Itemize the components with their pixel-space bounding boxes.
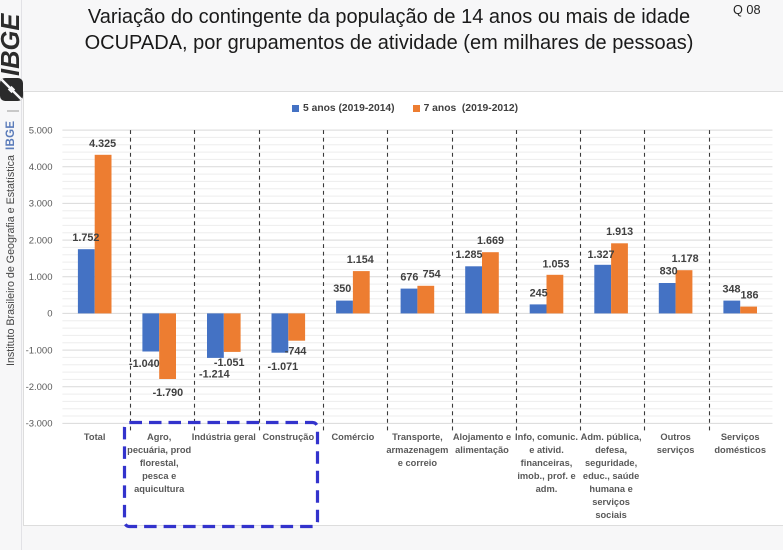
svg-text:-2.000: -2.000 bbox=[26, 382, 53, 393]
svg-text:florestal,: florestal, bbox=[140, 458, 179, 468]
svg-text:seguridade,: seguridade, bbox=[585, 458, 637, 468]
svg-text:imob., prof. e: imob., prof. e bbox=[517, 471, 575, 481]
svg-text:1.327: 1.327 bbox=[587, 249, 614, 261]
svg-text:educ., saúde: educ., saúde bbox=[583, 471, 639, 481]
svg-text:Outros: Outros bbox=[660, 432, 690, 442]
svg-text:-1.051: -1.051 bbox=[214, 357, 245, 369]
svg-text:sociais: sociais bbox=[595, 510, 627, 520]
svg-text:245: 245 bbox=[530, 288, 548, 300]
svg-text:Comércio: Comércio bbox=[331, 432, 374, 442]
svg-text:Indústria geral: Indústria geral bbox=[192, 432, 256, 442]
svg-text:serviços: serviços bbox=[592, 497, 630, 507]
svg-text:Agro,: Agro, bbox=[147, 432, 171, 442]
svg-text:alimentação: alimentação bbox=[455, 445, 509, 455]
svg-text:pecuária, prod: pecuária, prod bbox=[127, 445, 191, 455]
svg-text:-1.790: -1.790 bbox=[153, 387, 184, 399]
svg-text:1.913: 1.913 bbox=[606, 226, 633, 238]
svg-text:1.053: 1.053 bbox=[542, 258, 569, 270]
svg-text:Serviços: Serviços bbox=[721, 432, 760, 442]
svg-text:Info, comunic.: Info, comunic. bbox=[515, 432, 578, 442]
svg-text:pesca e: pesca e bbox=[142, 471, 176, 481]
svg-text:domésticos: domésticos bbox=[714, 445, 766, 455]
svg-text:1.154: 1.154 bbox=[347, 254, 374, 266]
svg-text:financeiras,: financeiras, bbox=[521, 458, 573, 468]
svg-text:350: 350 bbox=[333, 283, 351, 295]
svg-text:-1.000: -1.000 bbox=[26, 345, 53, 356]
svg-text:1.178: 1.178 bbox=[672, 253, 699, 265]
svg-text:Total: Total bbox=[84, 432, 106, 442]
svg-text:348: 348 bbox=[722, 284, 740, 296]
svg-text:4.000: 4.000 bbox=[29, 162, 53, 173]
svg-text:3.000: 3.000 bbox=[29, 199, 53, 210]
svg-text:Adm. pública,: Adm. pública, bbox=[581, 432, 642, 442]
svg-text:adm.: adm. bbox=[536, 484, 558, 494]
svg-text:-1.071: -1.071 bbox=[267, 361, 298, 373]
svg-text:aquicultura: aquicultura bbox=[134, 484, 185, 494]
svg-text:Transporte,: Transporte, bbox=[392, 432, 443, 442]
svg-text:defesa,: defesa, bbox=[595, 445, 627, 455]
svg-text:armazenagem: armazenagem bbox=[386, 445, 448, 455]
svg-text:4.325: 4.325 bbox=[89, 138, 116, 150]
svg-text:humana e: humana e bbox=[589, 484, 632, 494]
svg-text:0: 0 bbox=[47, 309, 52, 320]
svg-text:1.000: 1.000 bbox=[29, 272, 53, 283]
svg-text:830: 830 bbox=[660, 266, 678, 278]
svg-text:1.285: 1.285 bbox=[455, 249, 482, 261]
svg-text:5.000: 5.000 bbox=[29, 125, 53, 136]
svg-text:-3.000: -3.000 bbox=[26, 419, 53, 430]
svg-text:Alojamento e: Alojamento e bbox=[453, 432, 511, 442]
svg-text:serviços: serviços bbox=[657, 445, 695, 455]
svg-text:e correio: e correio bbox=[398, 458, 438, 468]
svg-text:754: 754 bbox=[423, 268, 441, 280]
svg-text:186: 186 bbox=[740, 290, 758, 302]
svg-text:-1.214: -1.214 bbox=[199, 369, 230, 381]
svg-text:2.000: 2.000 bbox=[29, 235, 53, 246]
svg-text:e ativid.: e ativid. bbox=[529, 445, 564, 455]
svg-text:1.669: 1.669 bbox=[477, 235, 504, 247]
svg-text:Construção: Construção bbox=[262, 432, 314, 442]
svg-text:1.752: 1.752 bbox=[72, 232, 99, 244]
svg-text:-1.040: -1.040 bbox=[129, 358, 160, 370]
svg-text:676: 676 bbox=[400, 271, 418, 283]
svg-text:-744: -744 bbox=[285, 346, 307, 358]
